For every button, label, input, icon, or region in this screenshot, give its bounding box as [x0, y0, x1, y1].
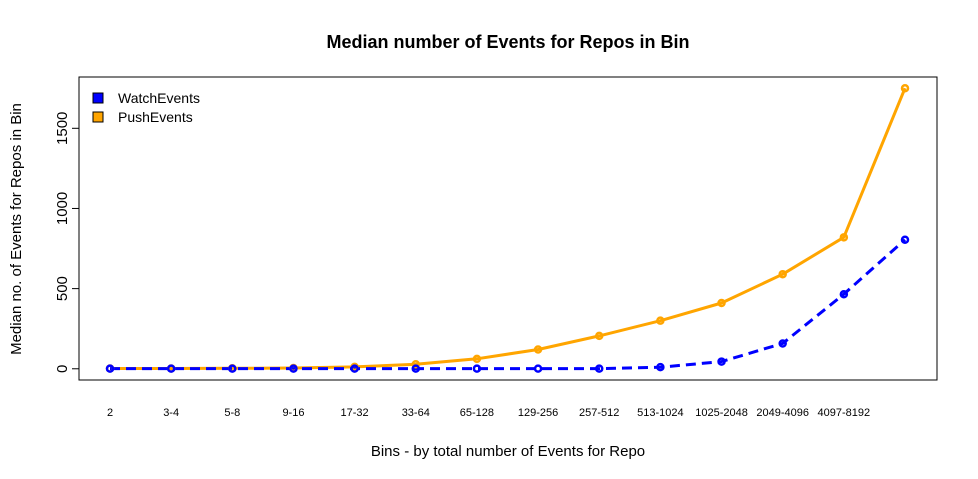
y-axis-label: Median no. of Events for Repos in Bin	[8, 103, 25, 355]
x-tick-label: 17-32	[341, 407, 369, 419]
x-tick-label: 2049-4096	[756, 407, 809, 419]
data-point-pushevents	[472, 354, 482, 364]
x-tick-label: 257-512	[579, 407, 619, 419]
data-point-watchevents	[350, 364, 359, 373]
data-point-watchevents	[533, 364, 543, 373]
x-tick-label: 129-256	[518, 407, 558, 419]
x-tick-label: 3-4	[163, 407, 179, 419]
x-tick-label: 1025-2048	[695, 407, 748, 419]
legend-swatch-pushevents	[92, 111, 104, 123]
x-axis: 2 3-4 5-8 9-16 17-32 33-64 65-128 129-256 257-51…	[107, 407, 870, 419]
series-line-watchevents	[110, 238, 906, 371]
x-tick-label: 2	[107, 407, 113, 419]
data-point-pushevents	[533, 345, 543, 354]
legend-label-watchevents: WatchEvents	[118, 90, 200, 106]
data-point-pushevents	[778, 269, 787, 279]
data-point-watchevents	[228, 364, 237, 373]
x-tick-label: 33-64	[402, 407, 430, 419]
data-point-pushevents	[411, 360, 421, 369]
x-tick-label: 65-128	[460, 407, 494, 419]
chart-title: Median number of Events for Repos in Bin	[326, 32, 689, 52]
y-tick-label: 1000	[54, 192, 71, 225]
data-point-watchevents	[594, 364, 604, 373]
data-point-watchevents	[105, 364, 115, 373]
data-point-pushevents	[839, 233, 849, 242]
x-tick-label: 5-8	[224, 407, 240, 419]
data-point-watchevents	[839, 289, 849, 299]
x-tick-label: 4097-8192	[818, 407, 871, 419]
series-points	[105, 83, 910, 373]
series-line-pushevents	[110, 87, 907, 370]
series-lines	[110, 87, 907, 371]
data-point-watchevents	[778, 339, 787, 348]
data-point-pushevents	[594, 331, 604, 341]
data-point-watchevents	[166, 364, 176, 373]
plot-area	[78, 76, 938, 381]
data-point-pushevents	[717, 298, 726, 308]
data-point-watchevents	[411, 364, 421, 373]
data-point-pushevents	[656, 316, 665, 325]
legend-swatch-watchevents	[92, 92, 104, 104]
x-tick-label: 9-16	[282, 407, 304, 419]
y-tick-label: 500	[54, 276, 71, 301]
y-tick-label: 1500	[54, 112, 71, 145]
data-point-watchevents	[656, 362, 665, 372]
legend: WatchEvents PushEvents	[92, 90, 200, 125]
data-point-watchevents	[289, 364, 298, 373]
legend-label-pushevents: PushEvents	[118, 109, 193, 125]
data-point-watchevents	[717, 357, 726, 366]
y-axis: 0 500 1000 1500	[54, 112, 79, 373]
y-tick-label: 0	[54, 365, 71, 373]
data-point-watchevents	[472, 364, 482, 373]
data-point-pushevents	[900, 83, 910, 93]
data-point-watchevents	[900, 235, 910, 244]
x-tick-label: 513-1024	[637, 407, 684, 419]
x-axis-label: Bins - by total number of Events for Rep…	[371, 443, 645, 460]
